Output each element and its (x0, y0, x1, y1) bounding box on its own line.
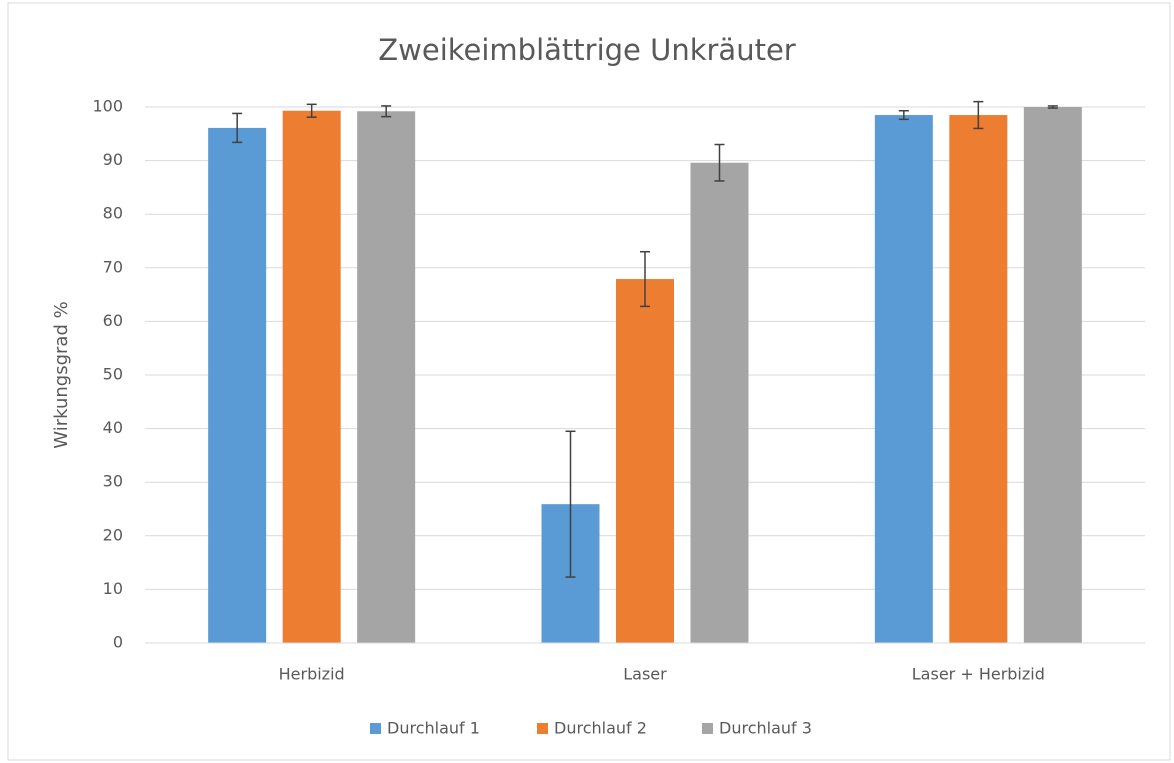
error-bar (640, 250, 650, 308)
bar (874, 115, 933, 644)
bar (208, 127, 267, 644)
y-tick-label: 80 (103, 204, 123, 223)
bar (1023, 107, 1082, 643)
y-tick-label: 100 (92, 97, 123, 116)
bar (357, 111, 416, 643)
error-bar (898, 110, 909, 121)
chart-title: Zweikeimblättrige Unkräuter (378, 33, 796, 67)
legend-label: Durchlauf 1 (387, 719, 480, 738)
bar (282, 110, 341, 643)
y-tick-label: 90 (103, 150, 123, 169)
legend-swatch (370, 723, 381, 734)
y-tick-label: 0 (113, 633, 123, 652)
legend-swatch (702, 723, 713, 734)
bar (690, 162, 749, 643)
y-tick-label: 70 (103, 257, 123, 276)
legend-label: Durchlauf 2 (554, 719, 647, 738)
x-tick-label: Laser (623, 665, 667, 684)
error-bar (232, 112, 243, 144)
bar (949, 115, 1008, 644)
y-tick-label: 10 (103, 579, 123, 598)
error-bar (1047, 105, 1058, 109)
bar (616, 279, 674, 643)
error-bar (973, 100, 984, 130)
error-bar (565, 430, 576, 578)
error-bar (714, 143, 725, 182)
x-tick-label: Laser + Herbizid (912, 665, 1045, 684)
legend-label: Durchlauf 3 (719, 719, 812, 738)
y-tick-label: 30 (103, 472, 123, 491)
y-tick-label: 40 (103, 418, 123, 437)
y-tick-label: 60 (103, 311, 123, 330)
y-axis-title: Wirkungsgrad % (51, 301, 72, 448)
error-bar (306, 103, 317, 118)
legend-swatch (537, 723, 548, 734)
y-tick-label: 50 (103, 365, 123, 384)
x-tick-label: Herbizid (279, 665, 345, 684)
y-tick-label: 20 (103, 525, 123, 544)
error-bar (381, 105, 392, 118)
